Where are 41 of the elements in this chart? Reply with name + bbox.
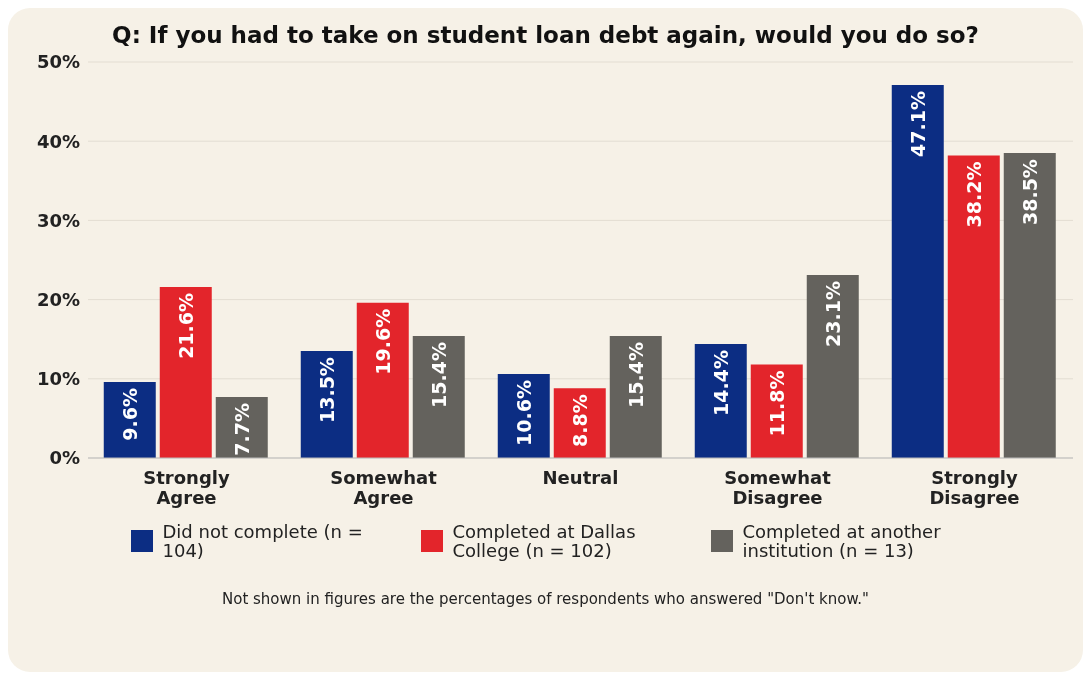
legend-label: Completed at Dallas College (n = 102) [452,521,637,561]
data-label: 38.5% [1018,159,1041,225]
y-tick-label: 0% [49,447,80,469]
data-label: 38.2% [962,161,985,228]
data-label: 21.6% [174,292,197,359]
y-tick-label: 50% [36,51,80,73]
legend-label: Did not complete (n = 104) [162,521,364,561]
data-label: 7.7% [230,403,253,456]
data-label: 10.6% [512,380,535,446]
bar [694,343,747,458]
y-tick-label: 20% [36,288,80,310]
x-tick-label: Strongly Disagree [929,467,1020,508]
bar [1003,153,1056,458]
x-tick-label: Strongly Agree [143,467,230,508]
bar [947,155,1000,458]
bar [806,275,859,458]
bar [356,302,409,458]
bar [412,336,465,458]
data-label: 14.4% [709,349,732,416]
data-label: 15.4% [427,342,450,408]
data-label: 13.5% [315,357,338,423]
text: Not shown in figures are the percentages of respondents who answered "Don't know." [221,590,870,608]
chart-title: Q: If you had to take on student loan debt again, would you do so? [111,22,980,48]
y-tick-label: 40% [36,130,80,152]
data-label: 23.1% [821,281,844,347]
bar [300,351,353,458]
x-tick-label: Neutral [542,467,619,488]
bar [891,84,944,458]
data-label: 19.6% [371,308,394,375]
data-label: 15.4% [624,342,647,408]
bar [609,336,662,458]
data-label: 47.1% [906,90,929,157]
legend-label: Completed at another institution (n = 13) [742,521,942,561]
data-label: 8.8% [568,394,591,448]
data-label: 9.6% [118,387,141,441]
data-label: 11.8% [765,370,788,437]
bar [159,286,212,458]
y-tick-label: 10% [36,368,80,390]
x-tick-label: Somewhat Agree [330,467,438,508]
y-tick-label: 30% [36,209,80,231]
x-tick-label: Somewhat Disagree [724,467,832,508]
